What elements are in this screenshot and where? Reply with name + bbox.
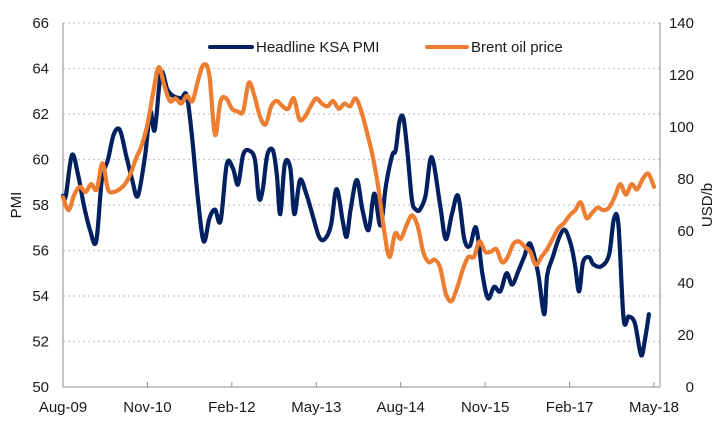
x-tick-label: Nov-10 — [123, 399, 171, 416]
x-tick-label: May-18 — [629, 399, 679, 416]
y-tick-label: 54 — [32, 288, 49, 305]
y-tick-label: 52 — [32, 334, 49, 351]
y2-tick-label: 80 — [677, 171, 694, 188]
legend: Headline KSA PMI Brent oil price — [208, 39, 563, 56]
y2-tick-label: 140 — [669, 15, 694, 32]
y2-tick-label: 0 — [686, 379, 694, 396]
y-tick-label: 62 — [32, 106, 49, 123]
x-tick-label: Feb-12 — [208, 399, 256, 416]
x-tick-label: May-13 — [291, 399, 341, 416]
y2-tick-label: 100 — [669, 119, 694, 136]
y-tick-labels: 50 52 54 56 58 60 62 64 66 — [32, 15, 49, 396]
y2-tick-label: 120 — [669, 67, 694, 84]
x-tick-label: Nov-15 — [461, 399, 509, 416]
x-tick-label: Aug-09 — [39, 399, 87, 416]
y-tick-label: 58 — [32, 197, 49, 214]
x-tick-label: Feb-17 — [546, 399, 594, 416]
legend-label-brent: Brent oil price — [471, 39, 563, 56]
gridlines — [63, 22, 660, 343]
x-tick-labels: Aug-09 Nov-10 Feb-12 May-13 Aug-14 Nov-15 Feb-… — [39, 382, 679, 416]
y-axis-title: PMI — [8, 192, 25, 219]
y-tick-label: 66 — [32, 15, 49, 32]
y-tick-label: 50 — [32, 379, 49, 396]
y-tick-label: 64 — [32, 61, 49, 78]
y2-tick-label: 20 — [677, 327, 694, 344]
y2-tick-labels: 0 20 40 60 80 100 120 140 — [669, 15, 694, 396]
y2-axis-title: USD/b — [699, 183, 716, 227]
y-tick-label: 60 — [32, 152, 49, 169]
y2-tick-label: 40 — [677, 275, 694, 292]
series-line-brent — [60, 62, 657, 304]
series-lines — [60, 62, 657, 358]
x-tick-label: Aug-14 — [377, 399, 425, 416]
legend-label-pmi: Headline KSA PMI — [256, 39, 379, 56]
y2-tick-label: 60 — [677, 223, 694, 240]
axes — [62, 23, 661, 388]
y-tick-label: 56 — [32, 243, 49, 260]
